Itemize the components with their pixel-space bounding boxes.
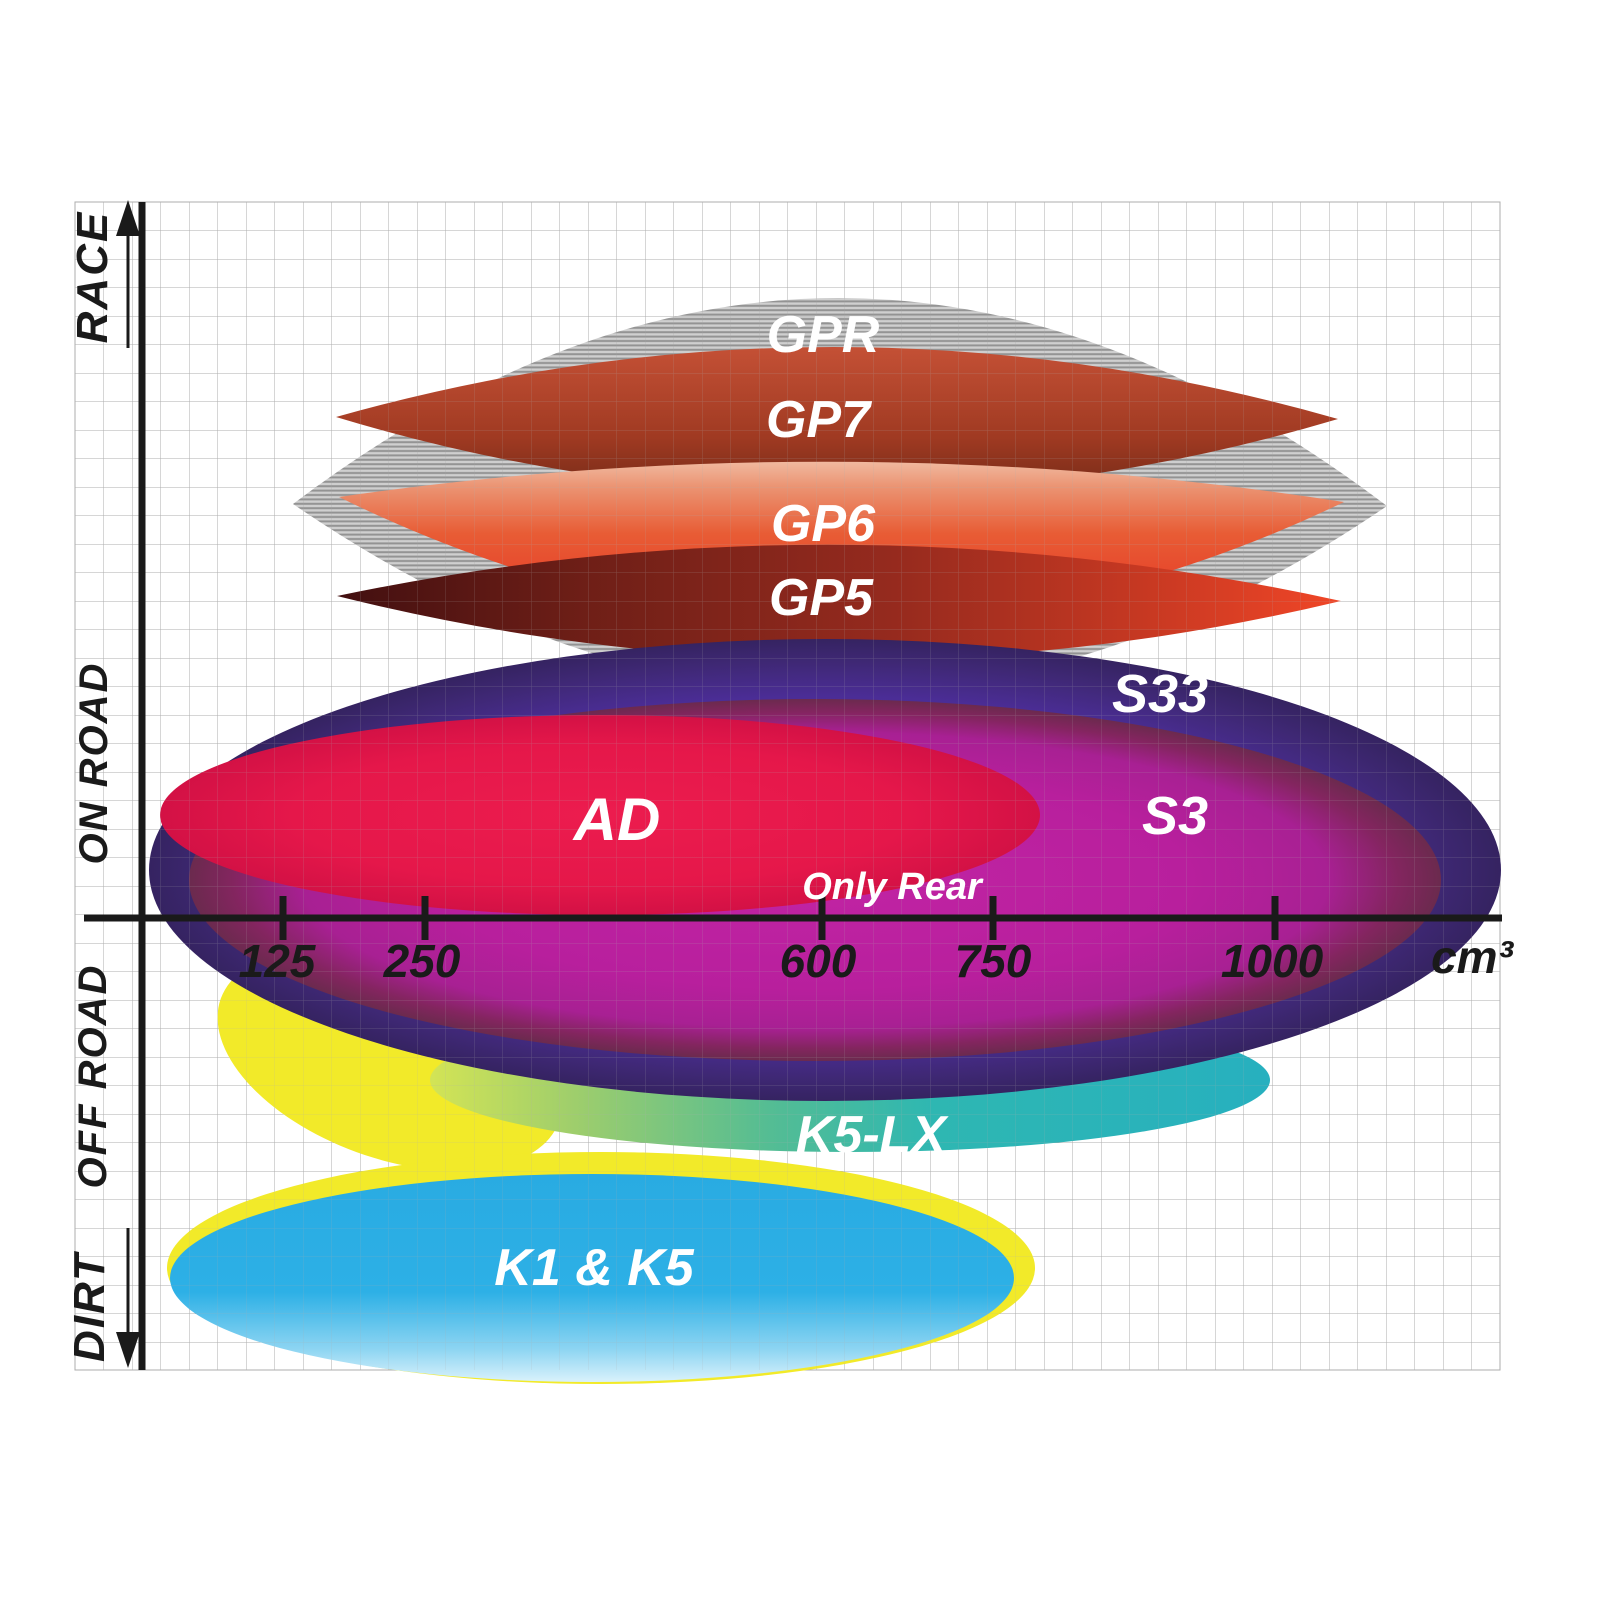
zone-label-k1k5: K1 & K5 — [494, 1239, 694, 1297]
zone-label-s33: S33 — [1112, 664, 1208, 724]
x-tick-label-600: 600 — [780, 935, 857, 987]
x-axis-line — [84, 914, 1502, 922]
y-axis-line — [138, 202, 146, 1370]
y-zone-label-off-road: OFF ROAD — [71, 964, 115, 1189]
x-tick-125 — [279, 896, 287, 940]
x-tick-label-1000: 1000 — [1221, 935, 1324, 987]
x-tick-label-125: 125 — [239, 935, 317, 987]
y-zone-label-dirt: DIRT — [65, 1251, 114, 1362]
dirt-arrow-head-icon — [116, 1332, 140, 1368]
zone-label-gp5: GP5 — [769, 569, 874, 627]
race-arrow-head-icon — [116, 200, 140, 236]
x-axis-unit-label: cm³ — [1431, 931, 1514, 983]
zone-label-ad: AD — [572, 786, 661, 853]
zone-label-s3: S3 — [1142, 786, 1208, 846]
x-tick-750 — [989, 896, 997, 940]
zone-label-k5lx: K5-LX — [796, 1106, 950, 1164]
x-tick-1000 — [1271, 896, 1279, 940]
zone-label-gpr: GPR — [767, 306, 880, 364]
grid-overlay — [75, 202, 1500, 1370]
zone-note-only-rear: Only Rear — [802, 866, 984, 908]
zone-label-gp7: GP7 — [766, 391, 872, 449]
x-tick-250 — [421, 896, 429, 940]
zone-label-gp6: GP6 — [771, 495, 876, 553]
x-tick-label-250: 250 — [383, 935, 461, 987]
y-zone-label-race: RACE — [68, 211, 117, 344]
x-tick-600 — [818, 896, 826, 940]
y-zone-label-on-road: ON ROAD — [72, 662, 116, 865]
x-tick-label-750: 750 — [955, 935, 1032, 987]
